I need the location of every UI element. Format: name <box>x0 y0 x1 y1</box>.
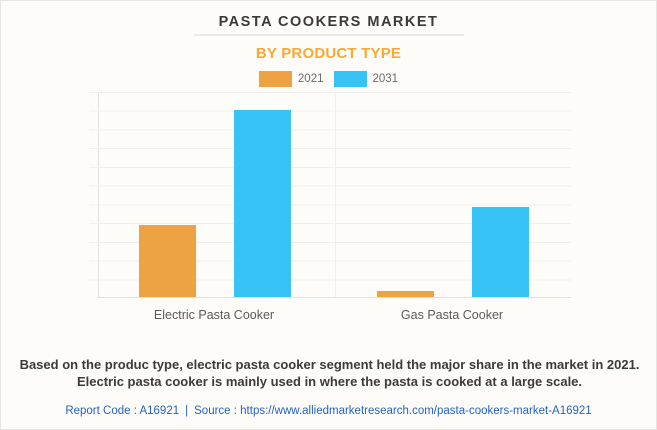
vertical-gridline <box>335 92 336 297</box>
report-source-line: Report Code : A16921 | Source : https://ww… <box>1 405 656 417</box>
x-axis-label: Gas Pasta Cooker <box>400 308 504 322</box>
bar-2031-gas-pasta-cooker <box>472 206 529 297</box>
legend-label-2031: 2031 <box>372 73 399 85</box>
plot-area <box>89 92 571 298</box>
bar-group <box>139 92 291 297</box>
source-label: Source : <box>194 405 237 417</box>
source-url-link[interactable]: https://www.alliedmarketresearch.com/pas… <box>240 405 592 417</box>
legend: 2021 2031 <box>1 71 656 87</box>
x-axis-label: Electric Pasta Cooker <box>153 308 275 322</box>
legend-item-2021: 2021 <box>258 71 324 87</box>
legend-item-2031: 2031 <box>333 71 399 87</box>
bar-2021-electric-pasta-cooker <box>139 225 196 297</box>
bar-2021-gas-pasta-cooker <box>377 290 434 297</box>
legend-label-2021: 2021 <box>297 73 324 85</box>
legend-swatch-2021 <box>258 71 292 87</box>
chart-description: Based on the produc type, electric pasta… <box>19 357 640 389</box>
separator: | <box>185 405 189 417</box>
page-title: PASTA COOKERS MARKET <box>218 14 439 30</box>
chart-subtitle: BY PRODUCT TYPE <box>255 45 402 62</box>
title-divider <box>194 34 464 36</box>
legend-swatch-2031 <box>333 71 367 87</box>
report-code: Report Code : A16921 <box>65 405 180 417</box>
bar-group <box>377 92 529 297</box>
bar-2031-electric-pasta-cooker <box>234 110 291 297</box>
